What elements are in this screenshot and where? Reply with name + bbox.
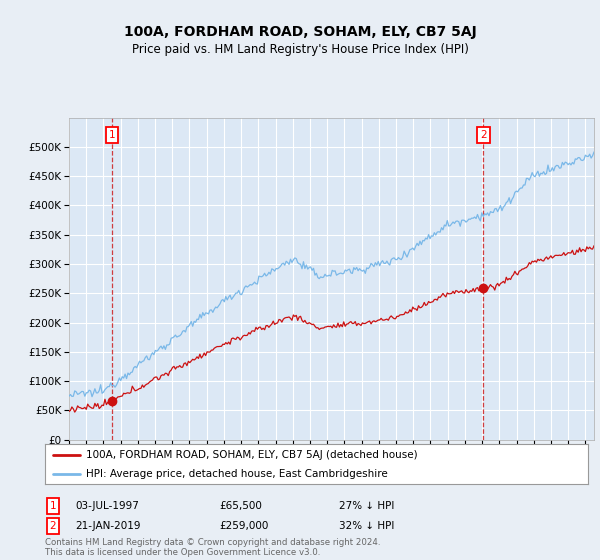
Text: 100A, FORDHAM ROAD, SOHAM, ELY, CB7 5AJ (detached house): 100A, FORDHAM ROAD, SOHAM, ELY, CB7 5AJ … <box>86 450 418 460</box>
Text: 21-JAN-2019: 21-JAN-2019 <box>75 521 140 531</box>
Text: 1: 1 <box>49 501 56 511</box>
Text: 2: 2 <box>480 130 487 140</box>
Text: Contains HM Land Registry data © Crown copyright and database right 2024.
This d: Contains HM Land Registry data © Crown c… <box>45 538 380 557</box>
Text: 100A, FORDHAM ROAD, SOHAM, ELY, CB7 5AJ: 100A, FORDHAM ROAD, SOHAM, ELY, CB7 5AJ <box>124 26 476 39</box>
Text: 32% ↓ HPI: 32% ↓ HPI <box>339 521 394 531</box>
Text: £259,000: £259,000 <box>219 521 268 531</box>
Text: Price paid vs. HM Land Registry's House Price Index (HPI): Price paid vs. HM Land Registry's House … <box>131 43 469 56</box>
Text: 03-JUL-1997: 03-JUL-1997 <box>75 501 139 511</box>
Text: 2: 2 <box>49 521 56 531</box>
Text: HPI: Average price, detached house, East Cambridgeshire: HPI: Average price, detached house, East… <box>86 469 388 479</box>
Text: 27% ↓ HPI: 27% ↓ HPI <box>339 501 394 511</box>
Text: 1: 1 <box>109 130 115 140</box>
Text: £65,500: £65,500 <box>219 501 262 511</box>
